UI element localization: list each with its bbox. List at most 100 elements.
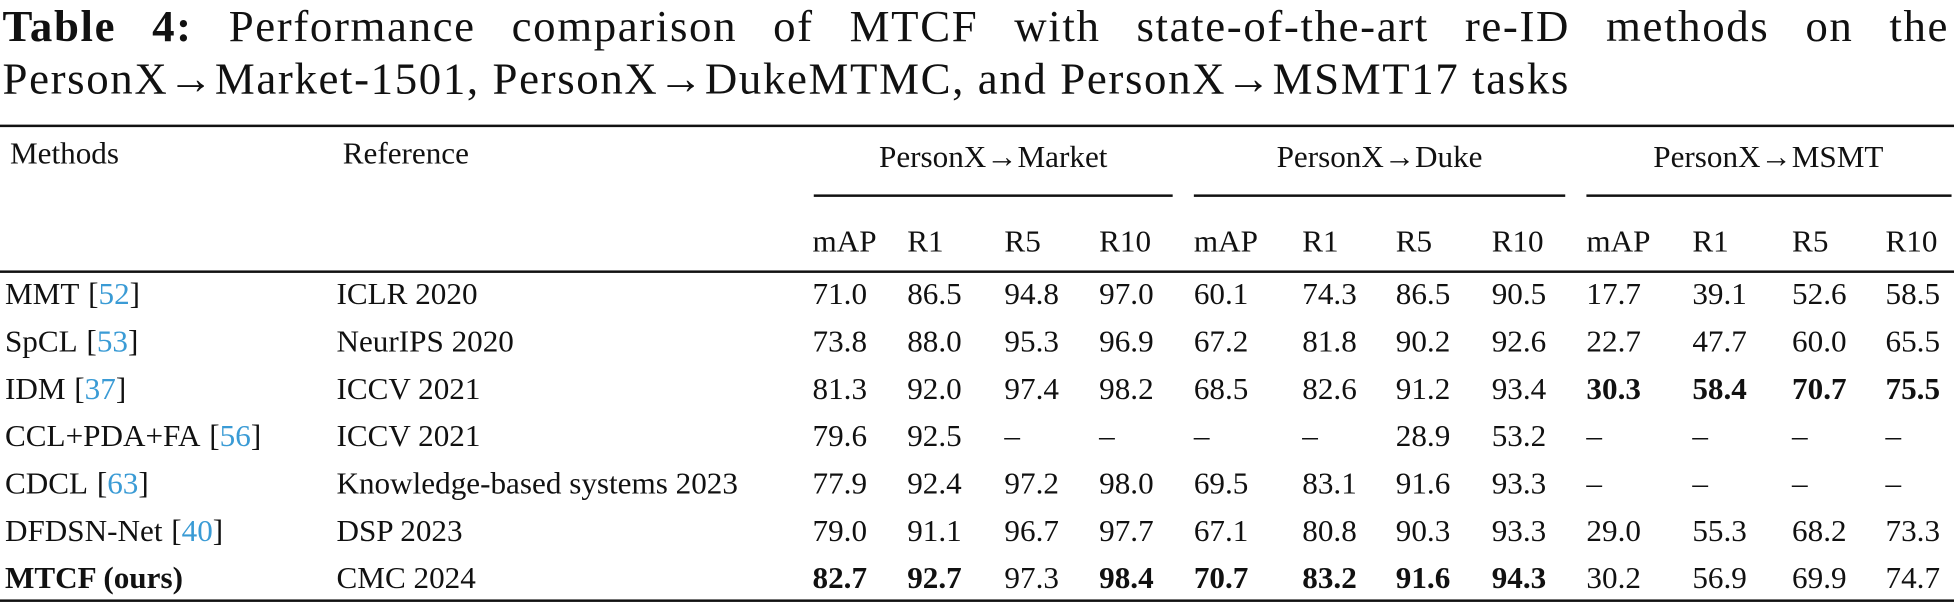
method-name: DFDSN-Net <box>4 514 163 549</box>
citation-bracket: ] <box>138 467 149 501</box>
method-cell: MMT [52] <box>5 277 140 314</box>
value-cell: 55.3 <box>1692 514 1747 549</box>
header-group: PersonX→Duke <box>1276 140 1483 175</box>
citation: [56] <box>209 420 261 454</box>
citation-ref: 53 <box>96 325 128 359</box>
citation: [52] <box>88 278 140 312</box>
value-cell: 83.2 <box>1302 562 1357 596</box>
reference-cell: ICLR 2020 <box>336 277 478 312</box>
value-cell: 67.1 <box>1193 514 1249 549</box>
method-cell: DFDSN-Net [40] <box>5 513 223 550</box>
value-cell: – <box>1586 419 1602 454</box>
value-cell: 97.7 <box>1099 514 1154 549</box>
method-name: MMT <box>4 277 80 312</box>
value-cell: 58.4 <box>1692 372 1747 407</box>
header-group: PersonX→Market <box>878 140 1108 175</box>
value-cell: 92.5 <box>907 419 962 454</box>
value-cell: 81.8 <box>1302 325 1357 359</box>
header-metric: R5 <box>1395 225 1433 260</box>
value-cell: – <box>1099 419 1115 454</box>
reference-cell: DSP 2023 <box>336 514 463 549</box>
value-cell: 60.0 <box>1792 325 1847 359</box>
top-rule <box>0 124 1954 128</box>
value-cell: 68.5 <box>1193 372 1249 407</box>
value-cell: 17.7 <box>1586 277 1641 312</box>
value-cell: 97.4 <box>1004 372 1059 407</box>
value-cell: 98.2 <box>1099 372 1154 407</box>
value-cell: 77.9 <box>812 467 868 501</box>
value-cell: – <box>1302 419 1318 454</box>
value-cell: 30.3 <box>1586 372 1641 407</box>
value-cell: 75.5 <box>1885 372 1941 407</box>
value-cell: – <box>1692 467 1708 501</box>
value-cell: 71.0 <box>812 277 868 312</box>
bottom-rule <box>0 599 1954 602</box>
citation-bracket: ] <box>250 419 262 454</box>
citation-ref: 63 <box>107 467 139 501</box>
caption: Table 4: Performance comparison of MTCF … <box>2 0 1949 105</box>
value-cell: 86.5 <box>1395 277 1451 312</box>
caption-text: Performance comparison of MTCF with stat… <box>2 1 1950 104</box>
citation-bracket: [ <box>86 325 97 359</box>
value-cell: 82.7 <box>812 562 868 596</box>
value-cell: – <box>1792 419 1808 454</box>
group-rule <box>1193 194 1566 197</box>
value-cell: 53.2 <box>1491 419 1547 454</box>
value-cell: – <box>1004 419 1021 454</box>
value-cell: 92.0 <box>907 372 962 407</box>
header-metric: R1 <box>907 225 944 260</box>
value-cell: 92.4 <box>907 467 962 501</box>
value-cell: 69.5 <box>1193 467 1249 501</box>
method-cell: CCL+PDA+FA [56] <box>5 419 261 456</box>
value-cell: 56.9 <box>1692 562 1747 596</box>
value-cell: 69.9 <box>1792 562 1847 596</box>
value-cell: 79.6 <box>812 419 868 454</box>
value-cell: 22.7 <box>1586 325 1641 359</box>
value-cell: 90.2 <box>1395 325 1451 359</box>
value-cell: 67.2 <box>1193 325 1249 359</box>
citation: [37] <box>74 373 126 407</box>
reference-cell: ICCV 2021 <box>336 419 481 454</box>
value-cell: 47.7 <box>1692 325 1747 359</box>
value-cell: 92.7 <box>907 562 962 596</box>
value-cell: 92.6 <box>1491 325 1547 359</box>
header-metric: R5 <box>1004 225 1041 260</box>
value-cell: – <box>1885 419 1902 454</box>
value-cell: 95.3 <box>1004 325 1059 359</box>
value-cell: 93.4 <box>1491 372 1547 407</box>
citation-bracket: ] <box>212 514 224 549</box>
citation: [40] <box>171 515 223 549</box>
header-metric: R10 <box>1885 225 1938 260</box>
header-metric: R5 <box>1792 225 1829 260</box>
method-cell: MTCF (ours) <box>5 561 183 598</box>
value-cell: 94.3 <box>1491 562 1547 596</box>
value-cell: 97.0 <box>1099 277 1154 312</box>
citation-ref: 40 <box>181 514 213 549</box>
group-rule <box>1586 194 1952 197</box>
citation-bracket: [ <box>88 277 99 312</box>
header-reference: Reference <box>342 137 469 171</box>
value-cell: 98.0 <box>1099 467 1154 501</box>
value-cell: 52.6 <box>1792 277 1847 312</box>
method-name: IDM <box>4 372 66 407</box>
value-cell: 91.6 <box>1395 467 1451 501</box>
value-cell: 96.7 <box>1004 514 1059 549</box>
value-cell: 91.6 <box>1395 562 1451 596</box>
citation-bracket: [ <box>96 467 108 501</box>
method-name: SpCL <box>4 325 78 359</box>
value-cell: 94.8 <box>1004 277 1059 312</box>
citation-ref: 56 <box>219 419 251 454</box>
value-cell: 97.3 <box>1004 562 1059 596</box>
value-cell: 74.7 <box>1885 562 1941 596</box>
citation-bracket: [ <box>74 372 85 407</box>
method-name: CCL+PDA+FA <box>4 419 201 454</box>
value-cell: 86.5 <box>907 277 962 312</box>
value-cell: – <box>1193 419 1210 454</box>
value-cell: 70.7 <box>1193 562 1249 596</box>
value-cell: 29.0 <box>1586 514 1641 549</box>
value-cell: – <box>1586 467 1602 501</box>
header-metric: R10 <box>1099 225 1152 260</box>
header-metric: R10 <box>1491 225 1544 260</box>
method-name: CDCL <box>4 467 89 501</box>
